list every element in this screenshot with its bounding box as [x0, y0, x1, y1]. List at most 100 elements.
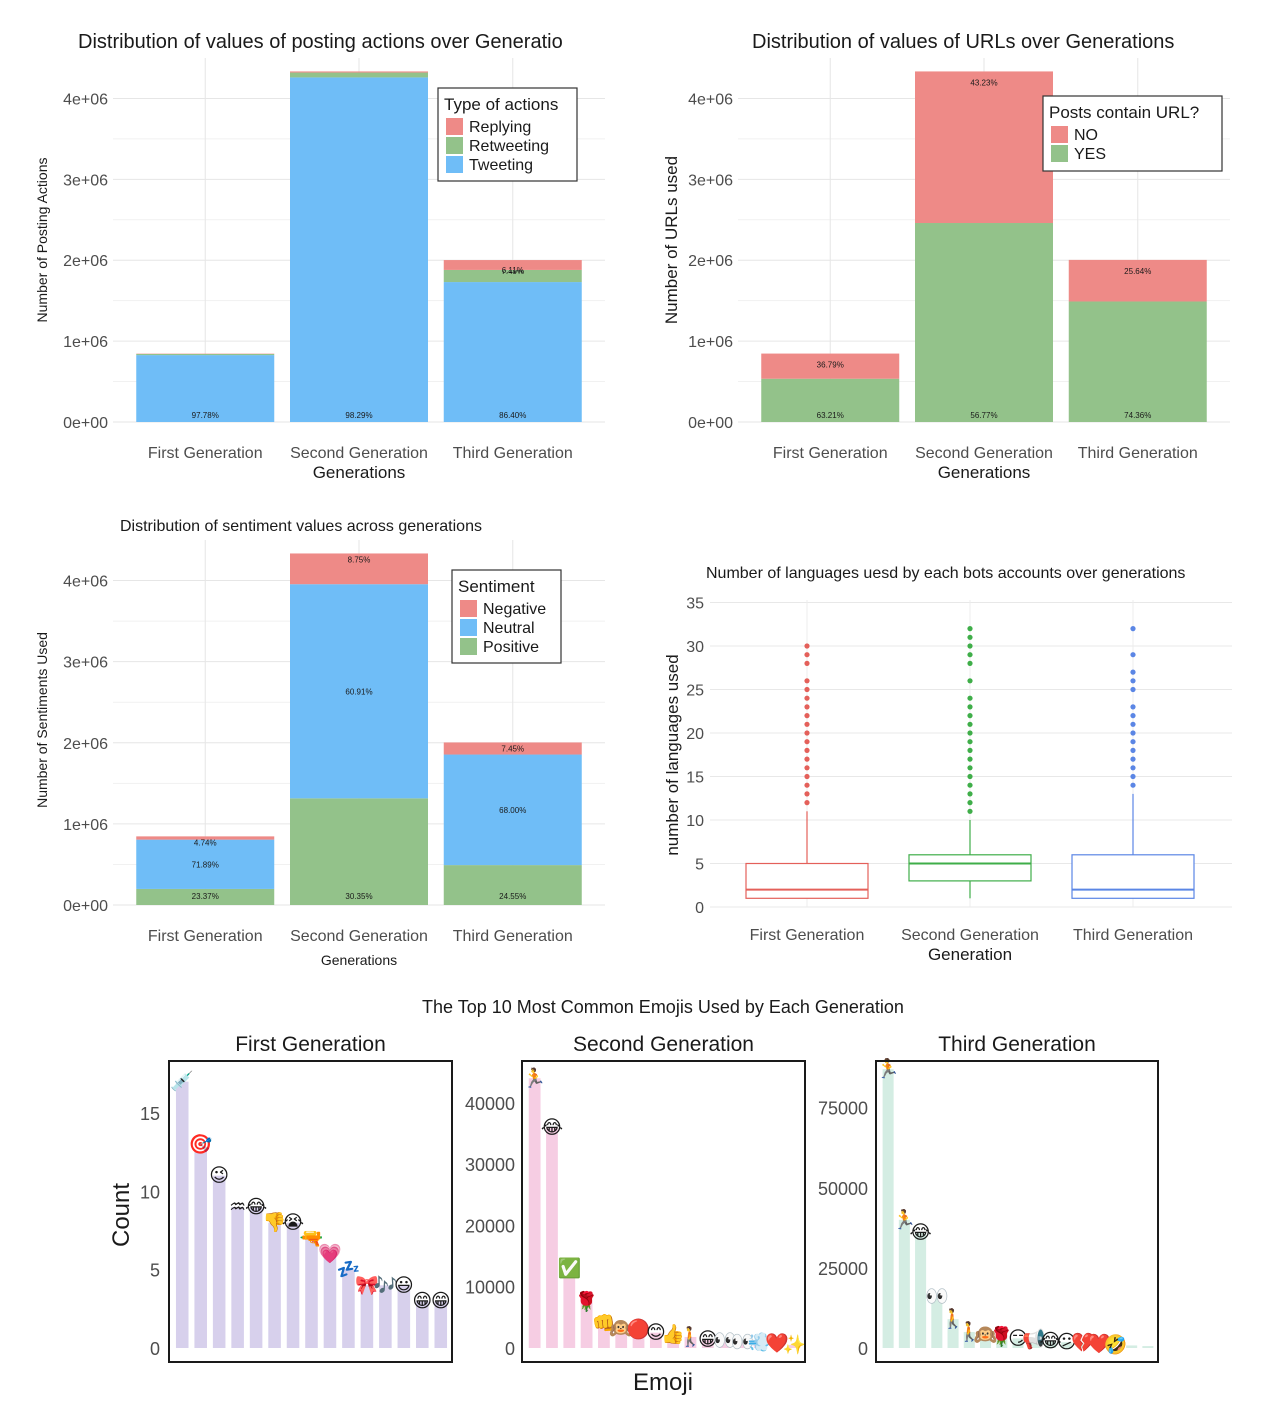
outlier-point: [967, 756, 973, 762]
outlier-point: [804, 660, 810, 667]
data-label: 60.91%: [345, 687, 372, 696]
y-tick-label: 2e+06: [688, 253, 733, 270]
emoji-label: 😊: [646, 1323, 666, 1344]
emoji-label: 🎶: [374, 1274, 398, 1296]
bar: [379, 1285, 392, 1348]
outlier-point: [804, 678, 810, 684]
outlier-point: [804, 765, 810, 771]
outlier-point: [1130, 686, 1136, 693]
emoji-label: 🚶: [679, 1325, 703, 1348]
bar: [249, 1207, 263, 1348]
outlier-point: [1130, 756, 1136, 762]
x-tick-label: Second Generation: [290, 928, 428, 945]
legend-item-label: Positive: [483, 639, 539, 656]
bar: [286, 1222, 300, 1348]
x-axis-label: Generation: [928, 945, 1012, 964]
legend-item-label: Retweeting: [469, 138, 549, 155]
bar: [342, 1269, 355, 1348]
bar: [1044, 1340, 1056, 1348]
legend-title: Posts contain URL?: [1049, 103, 1199, 122]
panel-title: Third Generation: [938, 1033, 1096, 1056]
y-tick-label: 1e+06: [63, 817, 108, 834]
emoji-label: ❤️: [1087, 1333, 1111, 1355]
outlier-point: [804, 739, 810, 745]
bar: [1061, 1342, 1073, 1348]
emoji-label: 💔: [1071, 1332, 1095, 1354]
outlier-point: [967, 773, 973, 780]
emoji-label: 💗: [318, 1243, 342, 1265]
y-tick-label: 5: [695, 857, 704, 874]
x-axis-label: Generations: [321, 952, 397, 968]
bar: [701, 1339, 714, 1348]
outlier-point: [967, 808, 973, 814]
outlier-point: [1130, 721, 1136, 727]
bar: [736, 1341, 749, 1348]
bar-segment: [443, 742, 582, 755]
outlier-point: [804, 695, 810, 701]
bar: [771, 1343, 783, 1348]
bar-segment: [290, 553, 428, 585]
bar: [963, 1331, 975, 1348]
legend-swatch: [446, 118, 463, 135]
outlier-point: [967, 739, 973, 745]
emoji-label: 😁: [412, 1291, 432, 1312]
data-label: 7.49%: [501, 267, 524, 276]
y-tick-label: 3e+06: [63, 172, 108, 189]
emoji-panel-2: Third Generation0250005000075000🏃🏃😂👀🚶🚶🙉🌹…: [818, 1033, 1159, 1363]
bar: [667, 1334, 680, 1348]
y-tick-label: 25000: [818, 1259, 868, 1279]
bar: [947, 1319, 959, 1348]
x-axis-label: Generations: [313, 463, 406, 482]
box: [1071, 854, 1195, 899]
bar: [898, 1219, 910, 1348]
y-tick-label: 0e+00: [63, 898, 108, 915]
data-label: 30.35%: [345, 892, 372, 901]
data-label: 43.23%: [970, 78, 997, 87]
y-tick-label: 0: [505, 1339, 515, 1359]
bar: [788, 1344, 801, 1348]
y-tick-label: 0: [150, 1339, 160, 1359]
bar: [996, 1336, 1008, 1348]
outlier-point: [967, 704, 973, 710]
outlier-point: [1130, 704, 1136, 710]
legend-swatch: [1051, 126, 1068, 143]
bar: [1012, 1338, 1024, 1348]
panel-frame: [521, 1060, 806, 1363]
outlier-point: [967, 678, 973, 684]
emoji-label: 👀: [713, 1331, 737, 1352]
bar-segment: [915, 223, 1053, 422]
outlier-point: [967, 660, 973, 667]
bar-segment: [443, 865, 582, 905]
y-tick-label: 15: [140, 1104, 160, 1124]
data-label: 24.55%: [499, 892, 526, 901]
x-tick-label: First Generation: [148, 928, 263, 945]
legend-box: [1042, 95, 1223, 172]
bar-segment: [290, 584, 428, 799]
bar: [360, 1285, 374, 1348]
emoji-label: 🙉: [972, 1325, 999, 1346]
outlier-point: [804, 652, 810, 658]
outlier-point: [804, 686, 810, 693]
emoji-label: 👊: [592, 1312, 616, 1334]
emoji-label: 🌹: [990, 1325, 1014, 1348]
bar: [598, 1323, 610, 1348]
emoji-label: 🔴: [627, 1318, 651, 1341]
bar: [546, 1127, 558, 1348]
chart-title: Distribution of values of URLs over Gene…: [752, 31, 1174, 53]
outlier-point: [804, 704, 810, 710]
y-tick-label: 4e+06: [63, 91, 108, 108]
y-tick-label: 35: [686, 596, 704, 613]
x-tick-label: Third Generation: [453, 445, 573, 462]
emoji-label: ❤️: [765, 1333, 789, 1355]
bar: [1077, 1343, 1089, 1348]
outlier-point: [967, 747, 973, 754]
bar-segment: [443, 260, 582, 270]
bar: [1142, 1346, 1154, 1348]
legend-item-label: Tweeting: [469, 157, 533, 174]
panel-title: First Generation: [235, 1033, 386, 1056]
emoji-label: 😁: [698, 1329, 718, 1350]
bar: [194, 1144, 207, 1348]
outlier-point: [804, 721, 810, 727]
y-axis-label: Count: [108, 1183, 135, 1247]
